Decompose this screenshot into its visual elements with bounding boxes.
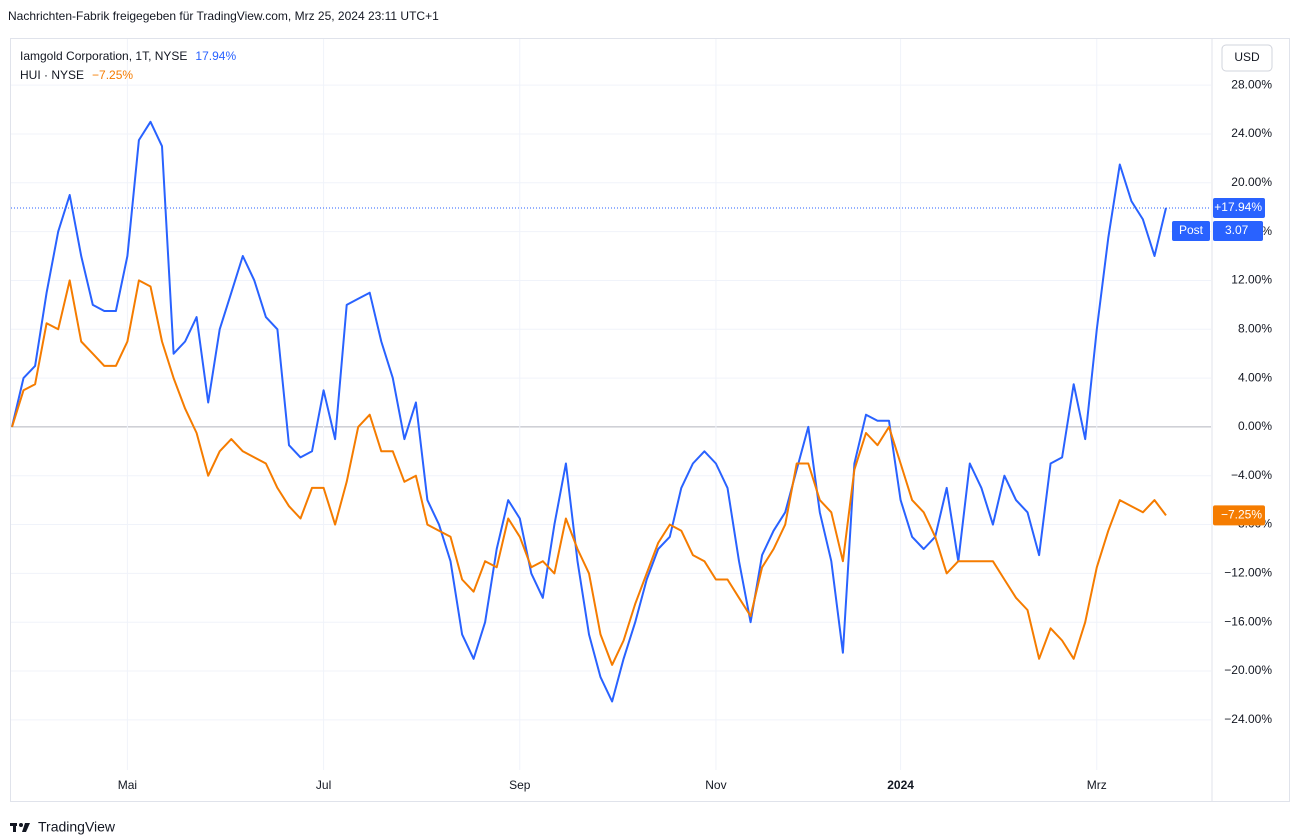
x-tick-label: Jul <box>316 778 331 792</box>
y-tick-label: 8.00% <box>1238 321 1272 335</box>
post-label: Post <box>1179 223 1204 237</box>
currency: USD <box>1234 50 1260 64</box>
chart-frame <box>10 38 1290 802</box>
post-price-badge <box>1213 220 1263 241</box>
grid <box>11 39 1211 770</box>
post-price: 3.07 <box>1225 223 1249 237</box>
footer: TradingView <box>38 819 116 835</box>
post-badge <box>1172 220 1210 241</box>
currency-button[interactable] <box>1221 44 1273 72</box>
logo-part <box>22 823 30 832</box>
x-tick-label: Nov <box>705 778 726 792</box>
logo-part <box>19 823 23 827</box>
price-badge <box>1213 197 1265 218</box>
y-tick-label: 28.00% <box>1231 77 1272 91</box>
series-line <box>11 279 1167 666</box>
price-badge-label: −7.25% <box>1221 508 1262 522</box>
y-tick-label: −4.00% <box>1231 468 1272 482</box>
y-tick-label: 12.00% <box>1231 273 1272 287</box>
legend-name: HUI · NYSE <box>20 68 84 82</box>
x-tick-label: Mai <box>118 778 137 792</box>
legend: Iamgold Corporation, 1T, NYSE 17.94% HUI ·… <box>20 49 236 82</box>
legend-value: −7.25% <box>92 68 133 82</box>
x-tick-label: Sep <box>509 778 531 792</box>
y-tick-label: 20.00% <box>1231 175 1272 189</box>
lines <box>11 120 1211 703</box>
price-badge-label: +17.94% <box>1214 200 1262 214</box>
axis: −24.00%−20.00%−16.00%−12.00%−8.00%−4.00%… <box>118 77 1273 792</box>
logo <box>10 823 30 832</box>
x-tick-label: 2024 <box>887 778 914 792</box>
series-line <box>11 120 1167 703</box>
legend-name: Iamgold Corporation, 1T, NYSE <box>20 49 187 63</box>
y-tick-label: 24.00% <box>1231 126 1272 140</box>
header: Nachrichten-Fabrik freigegeben für Tradi… <box>8 9 439 23</box>
logo-part <box>13 823 16 832</box>
y-tick-label: −16.00% <box>1224 614 1272 628</box>
y-tick-label: −24.00% <box>1224 712 1272 726</box>
x-tick-label: Mrz <box>1087 778 1107 792</box>
legend-value: 17.94% <box>195 49 236 63</box>
price-badge <box>1213 505 1265 526</box>
y-tick-label: −12.00% <box>1224 566 1272 580</box>
y-tick-label: 0.00% <box>1238 419 1272 433</box>
y-tick-label: −20.00% <box>1224 663 1272 677</box>
y-tick-label: 4.00% <box>1238 370 1272 384</box>
